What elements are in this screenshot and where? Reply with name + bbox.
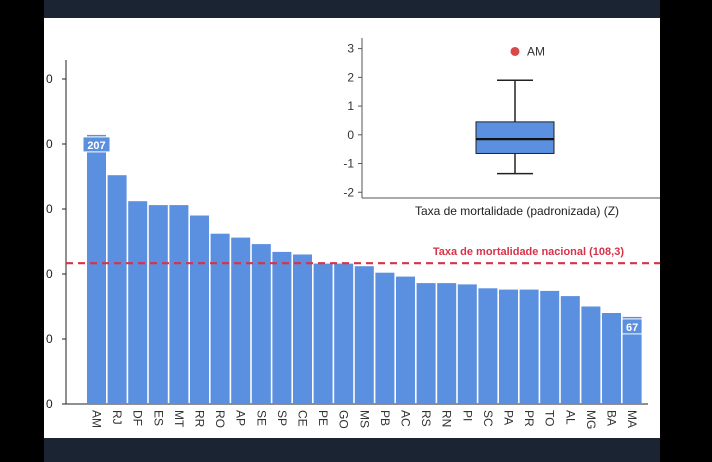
bar-ma	[622, 316, 642, 404]
bar-sp	[272, 251, 292, 404]
y-tick-label: 0	[46, 72, 53, 86]
bar-go	[334, 263, 354, 404]
bar-pe	[313, 263, 333, 404]
data-label-badge-am	[82, 136, 111, 153]
outlier-label-am: AM	[527, 44, 545, 58]
bar-to	[540, 290, 560, 404]
x-tick-label-es: ES	[151, 410, 165, 426]
bar-ba	[602, 313, 621, 404]
x-tick-label-sp: SP	[275, 410, 289, 426]
bar-ap	[231, 237, 251, 404]
x-tick-label-mg: MG	[584, 410, 598, 429]
x-tick-label-se: SE	[254, 410, 268, 426]
bottom-frame-bar	[44, 438, 660, 462]
x-tick-label-ap: AP	[234, 410, 248, 426]
bar-am	[87, 134, 106, 404]
bar-df	[128, 201, 148, 404]
data-label-am: 207	[87, 140, 105, 152]
bar-mg	[581, 306, 601, 404]
bar-mt	[169, 205, 189, 404]
bar-es	[148, 205, 168, 404]
x-tick-label-rj: RJ	[110, 410, 124, 425]
inset-y-tick-label: -1	[343, 157, 354, 171]
x-tick-label-pi: PI	[460, 410, 474, 421]
x-tick-label-df: DF	[131, 410, 145, 426]
bar-al	[560, 296, 580, 404]
inset-y-tick-label: 2	[347, 70, 354, 84]
box-iqr	[475, 121, 555, 154]
bar-ms	[354, 266, 374, 404]
x-tick-label-rn: RN	[440, 410, 454, 427]
data-label-badge-ma	[621, 318, 643, 335]
outlier-point-am	[510, 46, 520, 56]
bar-pi	[457, 284, 477, 404]
top-frame-bar	[44, 0, 660, 18]
bar-pr	[519, 289, 539, 404]
x-tick-label-pa: PA	[502, 410, 516, 425]
bar-pb	[375, 272, 395, 404]
reference-line-label: Taxa de mortalidade nacional (108,3)	[433, 246, 624, 258]
inset-x-axis-label: Taxa de mortalidade (padronizada) (Z)	[415, 204, 619, 218]
y-tick-label: 0	[46, 137, 53, 151]
x-tick-label-go: GO	[337, 410, 351, 429]
chart-panel: 0 0 0 0 0 0 AM RJ DF ES MT RR RO AP SE SP CE PE GO MS PB AC RS…	[44, 18, 660, 438]
x-tick-label-pe: PE	[316, 410, 330, 426]
y-tick-label: 0	[46, 202, 53, 216]
x-tick-label-am: AM	[90, 410, 104, 428]
x-tick-label-to: TO	[543, 410, 557, 426]
inset-y-tick-label: 3	[347, 42, 354, 56]
x-tick-label-pr: PR	[522, 410, 536, 427]
bar-pa	[499, 289, 518, 404]
x-tick-label-mt: MT	[172, 410, 186, 428]
x-tick-label-rr: RR	[193, 410, 207, 428]
x-tick-label-ms: MS	[357, 410, 371, 428]
y-tick-label: 0	[46, 267, 53, 281]
x-tick-label-ma: MA	[625, 410, 639, 428]
bar-rn	[437, 283, 457, 404]
bar-sc	[478, 288, 498, 404]
inset-y-tick-label: 0	[347, 128, 354, 142]
x-tick-label-al: AL	[563, 410, 577, 425]
inset-y-tick-label: -2	[343, 185, 354, 199]
bar-se	[251, 244, 271, 404]
bar-ac	[396, 276, 415, 404]
chart-canvas: 0 0 0 0 0 0 AM RJ DF ES MT RR RO AP SE SP CE PE GO MS PB AC RS…	[46, 32, 660, 429]
x-tick-label-ro: RO	[213, 410, 227, 428]
bar-rr	[190, 215, 209, 404]
x-tick-label-ac: AC	[399, 410, 413, 427]
y-tick-label: 0	[46, 397, 53, 411]
bar-rs	[416, 283, 436, 404]
inset-background	[340, 32, 660, 198]
x-tick-label-rs: RS	[419, 410, 433, 427]
data-label-ma: 67	[626, 322, 638, 334]
x-tick-label-ce: CE	[296, 410, 310, 427]
bar-rj	[107, 175, 127, 404]
x-tick-label-sc: SC	[481, 410, 495, 427]
y-tick-label: 0	[46, 332, 53, 346]
inset-y-tick-label: 1	[347, 99, 354, 113]
bar-ro	[210, 233, 230, 404]
bar-ce	[293, 254, 312, 404]
x-tick-label-ba: BA	[605, 410, 619, 426]
x-tick-label-pb: PB	[378, 410, 392, 426]
